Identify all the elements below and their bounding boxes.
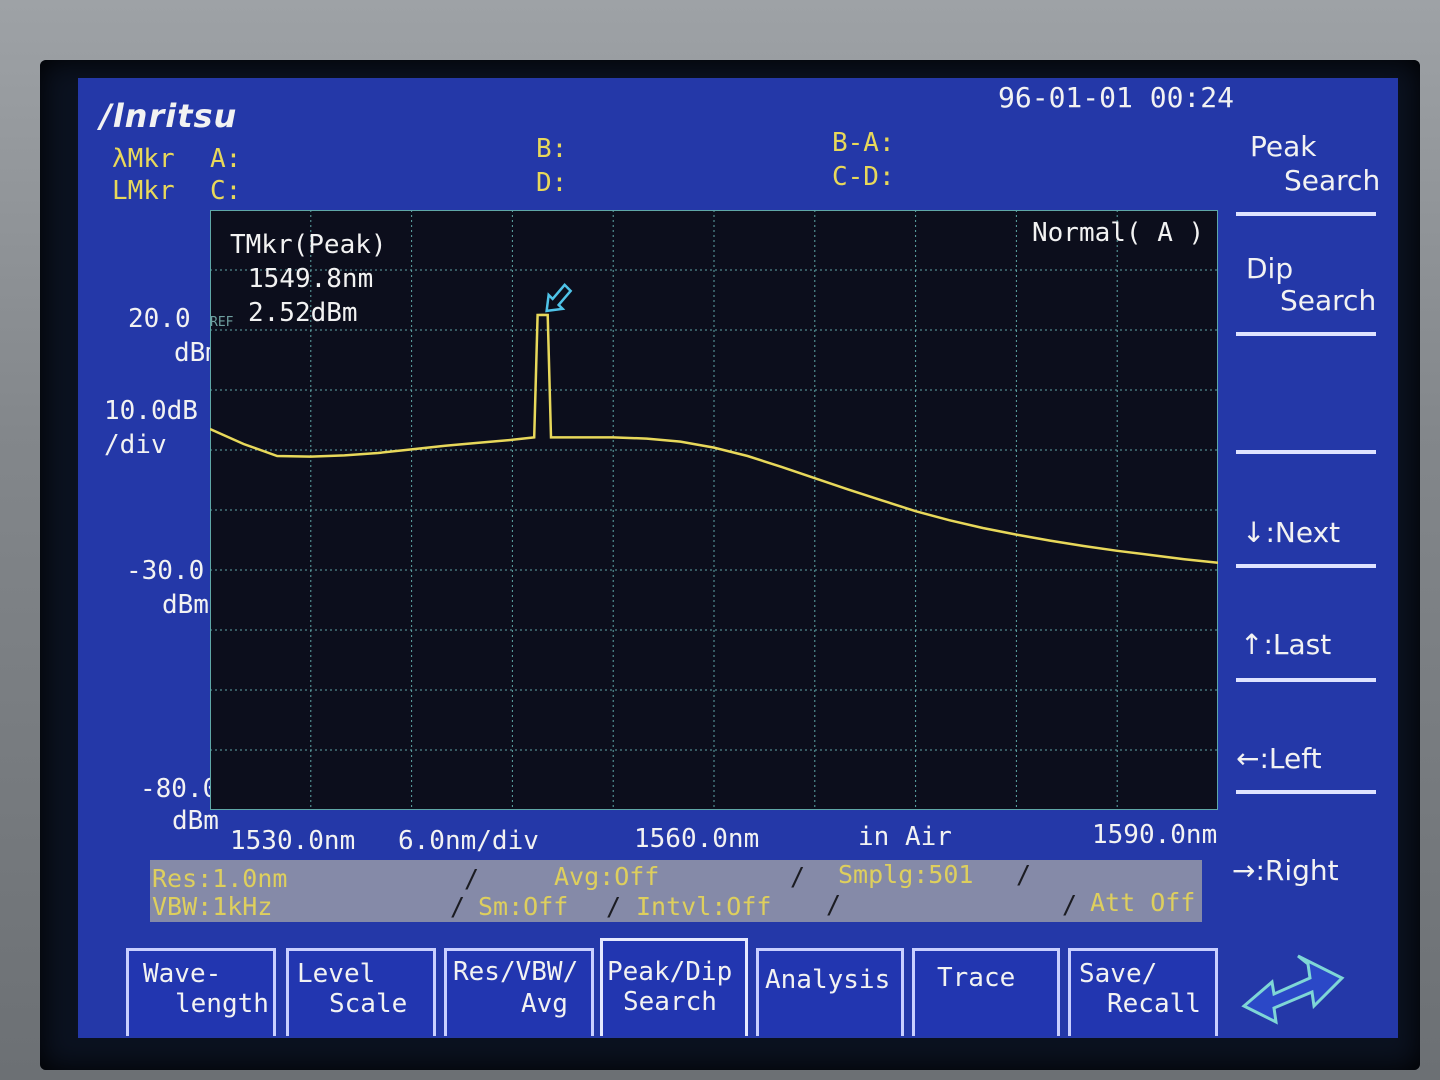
dip-search-softkey[interactable]: Dip Search — [1236, 250, 1376, 340]
status-separator: / — [606, 892, 622, 921]
marker-a-label: A: — [210, 144, 242, 174]
intvl-setting: Intvl:Off — [636, 892, 772, 921]
spectrum-plot[interactable]: TMkr(Peak) 1549.8nm 2.52dBm REF Normal( … — [210, 210, 1218, 810]
level-line2: Scale — [329, 989, 408, 1019]
y-mid-value: -30.0 — [126, 556, 205, 586]
sm-setting: Sm:Off — [478, 892, 569, 921]
save-line2: Recall — [1107, 989, 1201, 1019]
y-top-value: 20.0 — [128, 304, 191, 334]
level-scale-softkey[interactable]: Level Scale — [286, 948, 436, 1036]
tmkr-title: TMkr(Peak) — [230, 230, 387, 260]
status-separator: / — [790, 862, 806, 891]
resvbw-line2: Avg — [521, 989, 568, 1019]
wavelength-line1: Wave- — [143, 959, 222, 989]
trace-softkey[interactable]: Trace — [912, 948, 1060, 1036]
marker-b-label: B: — [536, 134, 568, 164]
dip-search-line1: Dip — [1246, 252, 1294, 285]
trace-label: Trace — [937, 963, 1016, 993]
spectrum-svg — [210, 210, 1218, 810]
res-setting: Res:1.0nm — [152, 864, 288, 893]
x-div-label: 6.0nm/div — [398, 826, 539, 856]
peak-dip-search-softkey[interactable]: Peak/Dip Search — [600, 938, 748, 1036]
marker-cd-label: C-D: — [832, 162, 895, 192]
left-softkey[interactable]: ←:Left — [1236, 740, 1376, 810]
y-bottom-value: -80.0 — [140, 774, 219, 804]
display-panel: /lnritsu 96-01-01 00:24 λMkr LMkr A: C: … — [78, 78, 1398, 1038]
peak-search-softkey[interactable]: Peak Search — [1236, 128, 1380, 218]
last-softkey[interactable]: ↑:Last — [1236, 626, 1376, 696]
l-marker-label: LMkr — [112, 176, 175, 206]
next-label: ↓:Next — [1242, 516, 1341, 549]
tmkr-level: 2.52dBm — [248, 298, 358, 328]
brand-logo: /lnritsu — [100, 97, 238, 135]
datetime-readout: 96-01-01 00:24 — [998, 81, 1235, 114]
status-separator: / — [464, 864, 480, 893]
smplg-setting: Smplg:501 — [838, 860, 974, 889]
status-separator: / — [1016, 860, 1032, 889]
peakdip-line2: Search — [623, 987, 717, 1017]
y-scale-value: 10.0dB — [104, 396, 198, 426]
status-separator: / — [450, 892, 466, 921]
right-label: →:Right — [1232, 854, 1339, 887]
dip-search-line2: Search — [1280, 284, 1377, 317]
x-start-label: 1530.0nm — [230, 826, 356, 856]
ref-label: REF — [210, 315, 234, 330]
status-bar: Res:1.0nm VBW:1kHz / / Avg:Off Sm:Off / … — [150, 860, 1202, 922]
x-medium-label: in Air — [858, 822, 952, 852]
save-recall-softkey[interactable]: Save/ Recall — [1068, 948, 1218, 1036]
marker-d-label: D: — [536, 168, 568, 198]
peak-search-line2: Search — [1284, 164, 1381, 197]
res-vbw-avg-softkey[interactable]: Res/VBW/ Avg — [444, 948, 594, 1036]
spectrum-trace — [210, 313, 1218, 565]
return-key[interactable] — [1238, 948, 1358, 1038]
status-separator: / — [826, 890, 842, 919]
avg-setting: Avg:Off — [554, 862, 660, 891]
x-center-label: 1560.0nm — [634, 824, 760, 854]
blank-softkey[interactable] — [1236, 368, 1376, 458]
lambda-marker-label: λMkr — [112, 144, 175, 174]
marker-ba-label: B-A: — [832, 128, 895, 158]
peak-marker-arrow-icon — [545, 283, 573, 313]
att-setting: Att Off — [1090, 888, 1196, 917]
return-arrow-icon — [1241, 954, 1345, 1025]
save-line1: Save/ — [1079, 959, 1158, 989]
analysis-label: Analysis — [765, 965, 891, 995]
last-label: ↑:Last — [1240, 628, 1332, 661]
left-label: ←:Left — [1236, 742, 1322, 775]
y-mid-unit: dBm — [162, 590, 209, 620]
x-stop-label: 1590.0nm — [1092, 820, 1218, 850]
vbw-setting: VBW:1kHz — [152, 892, 273, 921]
bottom-softkey-bar: Wave- length Level Scale Res/VBW/ Avg Pe… — [126, 936, 1226, 1036]
tmkr-wavelength: 1549.8nm — [248, 264, 374, 294]
status-separator: / — [1062, 890, 1078, 919]
wavelength-softkey[interactable]: Wave- length — [126, 948, 276, 1036]
y-bottom-unit: dBm — [172, 806, 219, 836]
analysis-softkey[interactable]: Analysis — [756, 948, 904, 1036]
right-softkey[interactable]: →:Right — [1232, 854, 1376, 914]
next-softkey[interactable]: ↓:Next — [1236, 510, 1376, 580]
marker-c-label: C: — [210, 176, 242, 206]
trace-mode: Normal( A ) — [1032, 218, 1205, 248]
level-line1: Level — [297, 959, 376, 989]
wavelength-line2: length — [175, 989, 269, 1019]
peakdip-line1: Peak/Dip — [607, 957, 733, 987]
resvbw-line1: Res/VBW/ — [453, 957, 579, 987]
y-scale-unit: /div — [104, 430, 167, 460]
peak-search-line1: Peak — [1250, 130, 1317, 163]
